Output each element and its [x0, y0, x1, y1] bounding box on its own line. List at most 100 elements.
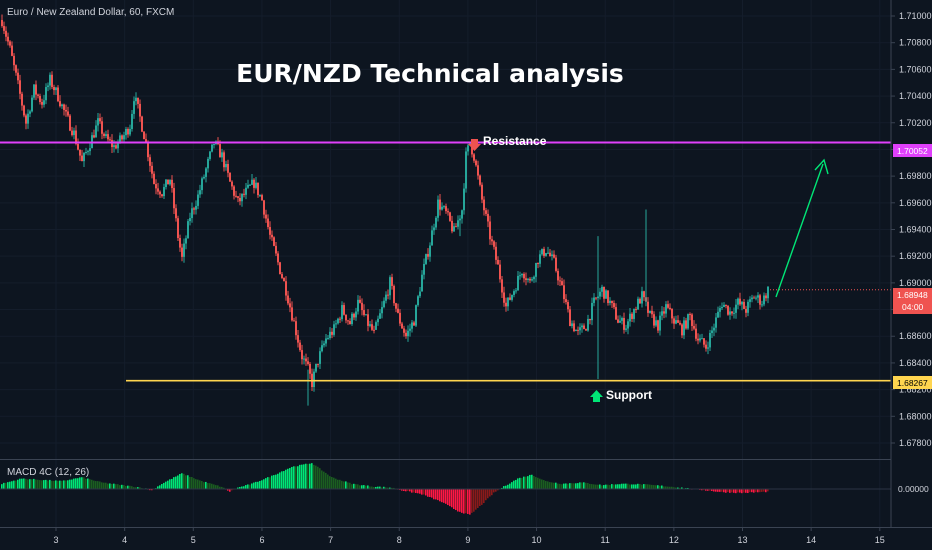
candle-body — [617, 319, 619, 323]
macd-bar — [605, 484, 607, 489]
candle-body — [275, 245, 277, 254]
macd-bar — [759, 489, 761, 493]
macd-bar — [483, 489, 485, 504]
candle-body — [643, 291, 645, 298]
macd-bar — [467, 489, 469, 514]
candle-body — [497, 259, 499, 265]
macd-bar — [41, 480, 43, 489]
candle-body — [371, 324, 373, 330]
candle-body — [123, 135, 125, 140]
candle-body — [299, 342, 301, 351]
macd-bar — [533, 475, 535, 489]
macd-bar — [321, 470, 323, 489]
macd-bar — [615, 484, 617, 489]
macd-bar — [219, 486, 221, 489]
macd-bar — [245, 485, 247, 489]
macd-bar — [443, 489, 445, 503]
macd-bar — [457, 489, 459, 512]
macd-bar — [405, 489, 407, 492]
macd-bar — [101, 482, 103, 489]
macd-bar — [331, 476, 333, 489]
candle-body — [277, 253, 279, 263]
candle-body — [273, 237, 275, 246]
candle-body — [425, 254, 427, 264]
macd-bar — [429, 489, 431, 498]
y-tick-label: 1.69800 — [899, 171, 932, 181]
resistance-price-tag: 1.70052 — [893, 144, 932, 157]
candle-body — [367, 314, 369, 326]
candle-body — [165, 179, 167, 188]
candle-body — [5, 30, 7, 37]
macd-bar — [327, 474, 329, 489]
macd-bar — [501, 487, 503, 489]
candle-body — [631, 313, 633, 319]
macd-bar — [705, 489, 707, 491]
candle-body — [601, 286, 603, 292]
macd-bar — [65, 480, 67, 489]
candle-body — [505, 302, 507, 307]
candle-body — [709, 332, 711, 348]
macd-bar — [475, 489, 477, 510]
macd-bar — [7, 482, 9, 489]
candle-body — [113, 145, 115, 148]
macd-bar — [517, 478, 519, 489]
candle-body — [183, 243, 185, 257]
candle-body — [741, 301, 743, 305]
macd-bar — [557, 483, 559, 489]
candle-body — [699, 338, 701, 341]
candle-body — [667, 304, 669, 308]
macd-bar — [97, 481, 99, 489]
macd-bar — [21, 478, 23, 489]
candle-body — [169, 179, 171, 185]
candle-body — [223, 152, 225, 168]
candle-body — [567, 302, 569, 310]
macd-bar — [173, 477, 175, 489]
candle-body — [307, 361, 309, 364]
macd-bar — [13, 480, 15, 489]
macd-bar — [751, 489, 753, 493]
x-tick-label: 11 — [601, 535, 610, 545]
y-tick-label: 1.69000 — [899, 278, 932, 288]
candle-body — [99, 118, 101, 122]
candle-body — [177, 218, 179, 238]
macd-bar — [189, 476, 191, 489]
candle-body — [21, 93, 23, 106]
macd-bar — [527, 476, 529, 489]
macd-bar — [315, 465, 317, 489]
macd-bar — [757, 489, 759, 493]
macd-bar — [645, 484, 647, 489]
macd-bar — [449, 489, 451, 507]
time-axis[interactable]: 345678910111213141516171819 — [53, 527, 932, 545]
candle-body — [187, 221, 189, 239]
candle-body — [237, 196, 239, 198]
candle-body — [711, 330, 713, 333]
macd-bar — [59, 480, 61, 489]
macd-bar — [723, 489, 725, 493]
macd-bar — [385, 487, 387, 489]
candle-body — [417, 296, 419, 306]
macd-bar — [43, 480, 45, 489]
up-arrow-icon — [590, 390, 603, 402]
y-tick-label: 1.68400 — [899, 358, 932, 368]
macd-bar — [675, 487, 677, 489]
candle-body — [475, 160, 477, 166]
macd-bar — [719, 489, 721, 492]
macd-bar — [541, 479, 543, 489]
macd-bar — [653, 485, 655, 489]
candle-body — [677, 320, 679, 323]
candle-body — [659, 315, 661, 331]
support-price-tag: 1.68267 — [893, 376, 932, 389]
y-tick-label: 1.69200 — [899, 251, 932, 261]
macd-bar — [553, 482, 555, 489]
candle-body — [759, 295, 761, 305]
macd-bar — [377, 486, 379, 489]
macd-bar — [463, 489, 465, 514]
candle-body — [47, 85, 49, 88]
support-price-label: 1.68267 — [897, 378, 928, 388]
candle-body — [57, 87, 59, 102]
candle-body — [65, 109, 67, 112]
candle-body — [239, 197, 241, 202]
candle-body — [623, 317, 625, 330]
candle-body — [481, 184, 483, 200]
